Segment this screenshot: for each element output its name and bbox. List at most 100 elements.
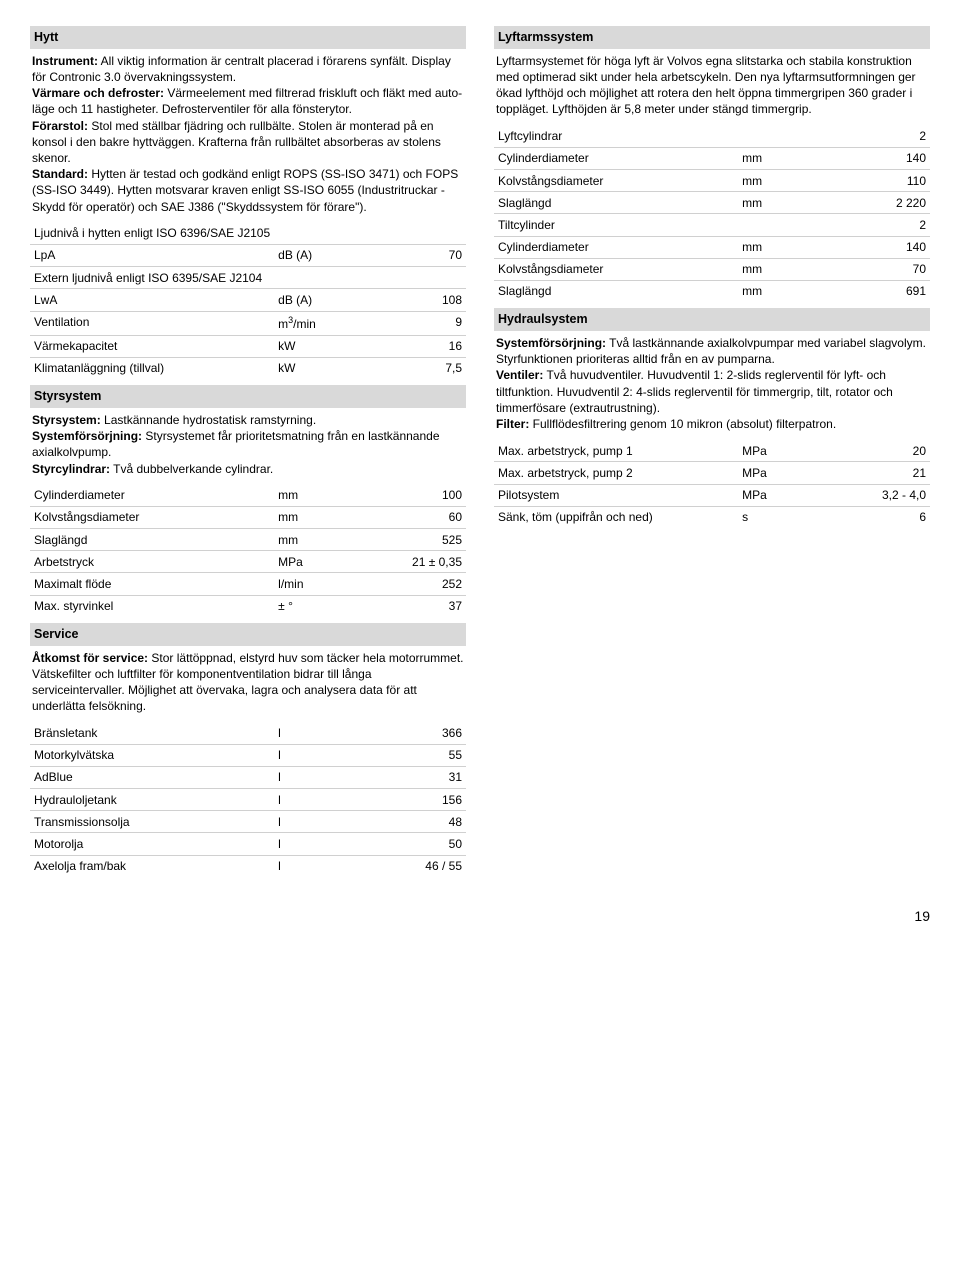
- table-row: Cylinderdiametermm100: [30, 485, 466, 507]
- table-row: Motoroljal50: [30, 833, 466, 855]
- spec-value: 9: [353, 311, 466, 335]
- spec-label: Motorkylvätska: [30, 744, 274, 766]
- left-column: Hytt Instrument: All viktig information …: [30, 20, 466, 877]
- spec-unit: MPa: [738, 440, 816, 462]
- spec-unit: [738, 214, 816, 236]
- spec-value: 366: [353, 722, 466, 744]
- styrsystem-header: Styrsystem: [30, 385, 466, 408]
- spec-unit: dB (A): [274, 244, 352, 266]
- service-header: Service: [30, 623, 466, 646]
- table-row: ArbetstryckMPa21 ± 0,35: [30, 551, 466, 573]
- table-row: LwAdB (A)108: [30, 289, 466, 311]
- table-row: Max. arbetstryck, pump 2MPa21: [494, 462, 930, 484]
- spec-unit: kW: [274, 357, 352, 379]
- spec-unit: MPa: [274, 551, 352, 573]
- spec-value: 20: [817, 440, 930, 462]
- spec-value: [353, 267, 466, 289]
- spec-label: Cylinderdiameter: [30, 485, 274, 507]
- hytt-body: Instrument: All viktig information är ce…: [30, 49, 466, 221]
- spec-value: 6: [817, 506, 930, 528]
- spec-value: 140: [817, 236, 930, 258]
- spec-unit: kW: [274, 335, 352, 357]
- hytt-header: Hytt: [30, 26, 466, 49]
- table-row: Maximalt flödel/min252: [30, 573, 466, 595]
- table-row: Hydrauloljetankl156: [30, 789, 466, 811]
- table-row: Lyftcylindrar2: [494, 126, 930, 148]
- page-columns: Hytt Instrument: All viktig information …: [30, 20, 930, 877]
- spec-label: Axelolja fram/bak: [30, 855, 274, 877]
- spec-value: 100: [353, 485, 466, 507]
- lyftarm-header: Lyftarmssystem: [494, 26, 930, 49]
- table-row: AdBluel31: [30, 766, 466, 788]
- spec-unit: s: [738, 506, 816, 528]
- spec-label: Klimatanläggning (tillval): [30, 357, 274, 379]
- spec-value: 110: [817, 170, 930, 192]
- spec-label: Slaglängd: [30, 529, 274, 551]
- spec-label: Ventilation: [30, 311, 274, 335]
- hydraul-table: Max. arbetstryck, pump 1MPa20Max. arbets…: [494, 440, 930, 528]
- spec-value: 60: [353, 506, 466, 528]
- spec-unit: MPa: [738, 462, 816, 484]
- spec-unit: mm: [738, 258, 816, 280]
- spec-label: Värmekapacitet: [30, 335, 274, 357]
- lyftarm-body: Lyftarmsystemet för höga lyft är Volvos …: [494, 49, 930, 124]
- spec-label: LpA: [30, 244, 274, 266]
- spec-unit: l: [274, 833, 352, 855]
- right-column: Lyftarmssystem Lyftarmsystemet för höga …: [494, 20, 930, 877]
- spec-value: 3,2 - 4,0: [817, 484, 930, 506]
- spec-label: Max. styrvinkel: [30, 595, 274, 617]
- spec-unit: l: [274, 789, 352, 811]
- table-row: Kolvstångsdiametermm110: [494, 170, 930, 192]
- spec-value: 70: [817, 258, 930, 280]
- spec-label: Tiltcylinder: [494, 214, 738, 236]
- table-row: PilotsystemMPa3,2 - 4,0: [494, 484, 930, 506]
- spec-label: Slaglängd: [494, 280, 738, 302]
- spec-label: Sänk, töm (uppifrån och ned): [494, 506, 738, 528]
- spec-label: Maximalt flöde: [30, 573, 274, 595]
- table-row: Extern ljudnivå enligt ISO 6395/SAE J210…: [30, 267, 466, 289]
- table-row: Max. styrvinkel± °37: [30, 595, 466, 617]
- spec-label: Max. arbetstryck, pump 1: [494, 440, 738, 462]
- table-row: Kolvstångsdiametermm70: [494, 258, 930, 280]
- spec-unit: mm: [738, 170, 816, 192]
- spec-unit: l: [274, 855, 352, 877]
- table-row: Klimatanläggning (tillval)kW7,5: [30, 357, 466, 379]
- spec-label: Ljudnivå i hytten enligt ISO 6396/SAE J2…: [30, 223, 274, 245]
- table-row: Axelolja fram/bakl46 / 55: [30, 855, 466, 877]
- spec-label: Lyftcylindrar: [494, 126, 738, 148]
- spec-unit: l: [274, 744, 352, 766]
- spec-unit: mm: [274, 529, 352, 551]
- spec-value: 21: [817, 462, 930, 484]
- spec-label: LwA: [30, 289, 274, 311]
- table-row: Slaglängdmm691: [494, 280, 930, 302]
- table-row: Slaglängdmm525: [30, 529, 466, 551]
- hydraul-body: Systemförsörjning: Två lastkännande axia…: [494, 331, 930, 438]
- spec-value: 7,5: [353, 357, 466, 379]
- spec-label: Arbetstryck: [30, 551, 274, 573]
- spec-value: 16: [353, 335, 466, 357]
- hytt-table: Ljudnivå i hytten enligt ISO 6396/SAE J2…: [30, 223, 466, 379]
- table-row: LpAdB (A)70: [30, 244, 466, 266]
- spec-label: Slaglängd: [494, 192, 738, 214]
- lyftarm-table: Lyftcylindrar2Cylinderdiametermm140Kolvs…: [494, 126, 930, 303]
- table-row: Ventilationm3/min9: [30, 311, 466, 335]
- spec-unit: l/min: [274, 573, 352, 595]
- styrsystem-body: Styrsystem: Lastkännande hydrostatisk ra…: [30, 408, 466, 483]
- spec-label: Pilotsystem: [494, 484, 738, 506]
- service-body: Åtkomst för service: Stor lättöppnad, el…: [30, 646, 466, 721]
- spec-value: 691: [817, 280, 930, 302]
- spec-unit: mm: [738, 236, 816, 258]
- table-row: Tiltcylinder2: [494, 214, 930, 236]
- spec-unit: MPa: [738, 484, 816, 506]
- table-row: Ljudnivå i hytten enligt ISO 6396/SAE J2…: [30, 223, 466, 245]
- table-row: Cylinderdiametermm140: [494, 147, 930, 169]
- spec-unit: [274, 223, 352, 245]
- spec-value: 48: [353, 811, 466, 833]
- spec-value: 525: [353, 529, 466, 551]
- page-number: 19: [30, 907, 930, 926]
- spec-label: Motorolja: [30, 833, 274, 855]
- spec-value: 252: [353, 573, 466, 595]
- table-row: Bränsletankl366: [30, 722, 466, 744]
- spec-label: Kolvstångsdiameter: [30, 506, 274, 528]
- spec-unit: dB (A): [274, 289, 352, 311]
